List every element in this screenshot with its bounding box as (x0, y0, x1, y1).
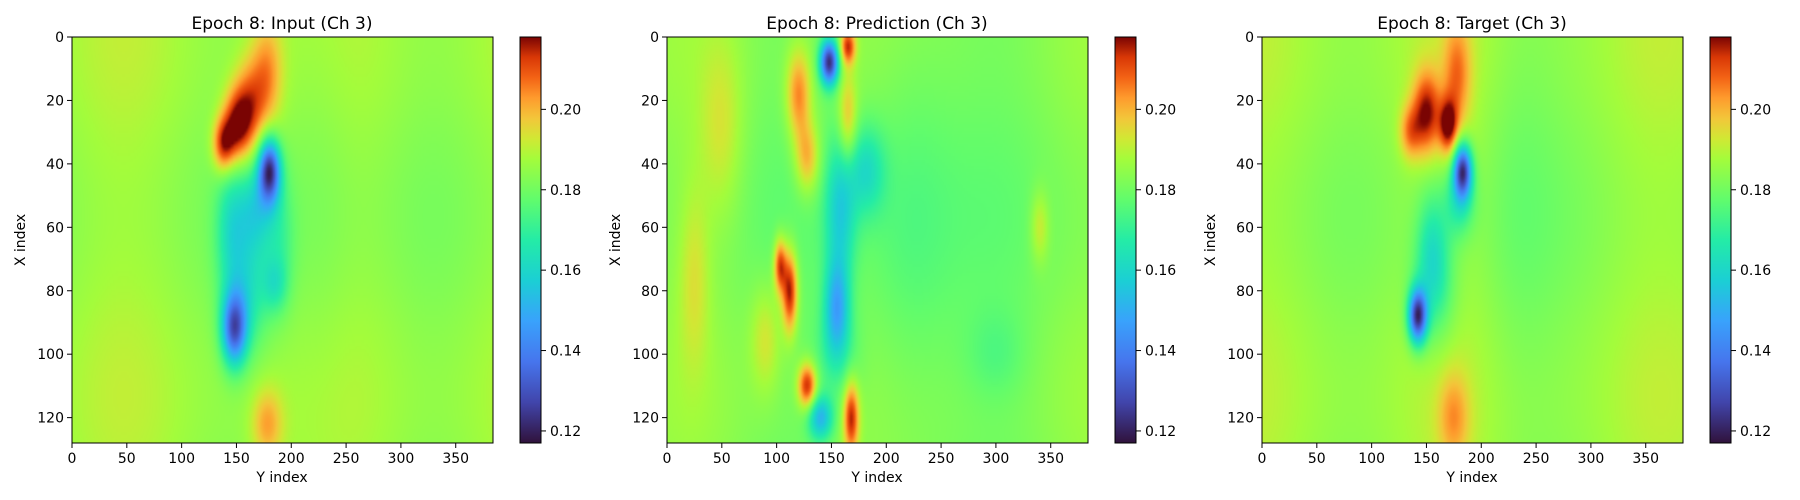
colorbar-tick-label: 0.18 (1145, 183, 1176, 199)
heatmap-image (667, 37, 1088, 443)
y-tick-label: 0 (55, 30, 64, 46)
heatmap-image (72, 37, 493, 443)
x-tick-label: 250 (928, 451, 955, 467)
y-tick-label: 100 (1227, 347, 1254, 363)
y-tick-label: 0 (1245, 30, 1254, 46)
y-tick-label: 120 (1227, 411, 1254, 427)
x-tick-label: 150 (223, 451, 250, 467)
y-axis-ticks: 0 20 40 60 80 100 120 (1227, 30, 1262, 427)
x-axis-label: Y index (1445, 470, 1497, 486)
colorbar-tick-label: 0.16 (1145, 263, 1176, 279)
x-tick-label: 50 (713, 451, 731, 467)
panel-prediction: Epoch 8: Prediction (Ch 3) 0 50 100 150 200 2… (608, 14, 1176, 486)
colorbar-tick-label: 0.14 (550, 344, 581, 360)
colorbar-tick-label: 0.20 (1145, 102, 1176, 118)
x-tick-label: 50 (1308, 451, 1326, 467)
x-tick-label: 300 (983, 451, 1010, 467)
x-axis-ticks: 0 50 100 150 200 250 300 350 (663, 443, 1064, 467)
x-tick-label: 250 (1523, 451, 1550, 467)
x-tick-label: 350 (1632, 451, 1659, 467)
colorbar-ticks: 0.12 0.14 0.16 0.18 0.20 (1731, 102, 1771, 440)
chart-title: Epoch 8: Prediction (Ch 3) (766, 14, 987, 34)
x-axis-label: Y index (255, 470, 307, 486)
colorbar-tick-label: 0.14 (1740, 344, 1771, 360)
colorbar-tick-label: 0.20 (1740, 102, 1771, 118)
plot-frame (1261, 36, 1684, 444)
x-axis-ticks: 0 50 100 150 200 250 300 350 (1258, 443, 1659, 467)
x-tick-label: 250 (333, 451, 360, 467)
x-tick-label: 100 (763, 451, 790, 467)
x-tick-label: 200 (1468, 451, 1495, 467)
y-tick-label: 40 (641, 157, 659, 173)
y-axis-ticks: 0 20 40 60 80 100 120 (37, 30, 72, 427)
y-tick-label: 60 (1236, 220, 1254, 236)
colorbar (1114, 36, 1137, 444)
panel-input: Epoch 8: Input (Ch 3) 0 50 100 150 200 250 300… (13, 14, 581, 486)
x-axis-ticks: 0 50 100 150 200 250 300 350 (68, 443, 469, 467)
x-tick-label: 50 (118, 451, 136, 467)
x-tick-label: 350 (442, 451, 469, 467)
y-tick-label: 20 (46, 93, 64, 109)
plot-frame (71, 36, 494, 444)
colorbar-tick-label: 0.12 (1740, 424, 1771, 440)
colorbar-tick-label: 0.12 (1145, 424, 1176, 440)
y-tick-label: 120 (37, 411, 64, 427)
colorbar-tick-label: 0.12 (550, 424, 581, 440)
x-tick-label: 100 (1358, 451, 1385, 467)
colorbar-tick-label: 0.20 (550, 102, 581, 118)
y-tick-label: 60 (641, 220, 659, 236)
plot-frame (666, 36, 1089, 444)
x-tick-label: 150 (818, 451, 845, 467)
y-axis-ticks: 0 20 40 60 80 100 120 (632, 30, 667, 427)
colorbar (519, 36, 542, 444)
x-tick-label: 0 (663, 451, 672, 467)
x-tick-label: 300 (388, 451, 415, 467)
panel-target: Epoch 8: Target (Ch 3) 0 50 100 150 200 250 30… (1203, 14, 1771, 486)
y-tick-label: 60 (46, 220, 64, 236)
y-tick-label: 40 (1236, 157, 1254, 173)
x-axis-label: Y index (850, 470, 902, 486)
y-tick-label: 100 (632, 347, 659, 363)
colorbar-ticks: 0.12 0.14 0.16 0.18 0.20 (1136, 102, 1176, 440)
y-tick-label: 100 (37, 347, 64, 363)
x-tick-label: 150 (1413, 451, 1440, 467)
x-tick-label: 200 (873, 451, 900, 467)
y-tick-label: 20 (1236, 93, 1254, 109)
heatmap-image (1262, 37, 1683, 443)
colorbar-tick-label: 0.18 (1740, 183, 1771, 199)
y-tick-label: 80 (641, 284, 659, 300)
y-tick-label: 20 (641, 93, 659, 109)
x-tick-label: 300 (1578, 451, 1605, 467)
y-axis-label: X index (13, 214, 29, 266)
colorbar-tick-label: 0.16 (550, 263, 581, 279)
x-tick-label: 350 (1037, 451, 1064, 467)
x-tick-label: 0 (1258, 451, 1267, 467)
y-tick-label: 80 (1236, 284, 1254, 300)
x-tick-label: 200 (278, 451, 305, 467)
colorbar (1709, 36, 1732, 444)
y-axis-label: X index (608, 214, 624, 266)
chart-title: Epoch 8: Input (Ch 3) (192, 14, 373, 34)
chart-title: Epoch 8: Target (Ch 3) (1377, 14, 1567, 34)
colorbar-tick-label: 0.18 (550, 183, 581, 199)
x-tick-label: 100 (168, 451, 195, 467)
y-axis-label: X index (1203, 214, 1219, 266)
colorbar-tick-label: 0.14 (1145, 344, 1176, 360)
y-tick-label: 120 (632, 411, 659, 427)
y-tick-label: 80 (46, 284, 64, 300)
x-tick-label: 0 (68, 451, 77, 467)
colorbar-ticks: 0.12 0.14 0.16 0.18 0.20 (541, 102, 581, 440)
colorbar-tick-label: 0.16 (1740, 263, 1771, 279)
y-tick-label: 0 (650, 30, 659, 46)
y-tick-label: 40 (46, 157, 64, 173)
